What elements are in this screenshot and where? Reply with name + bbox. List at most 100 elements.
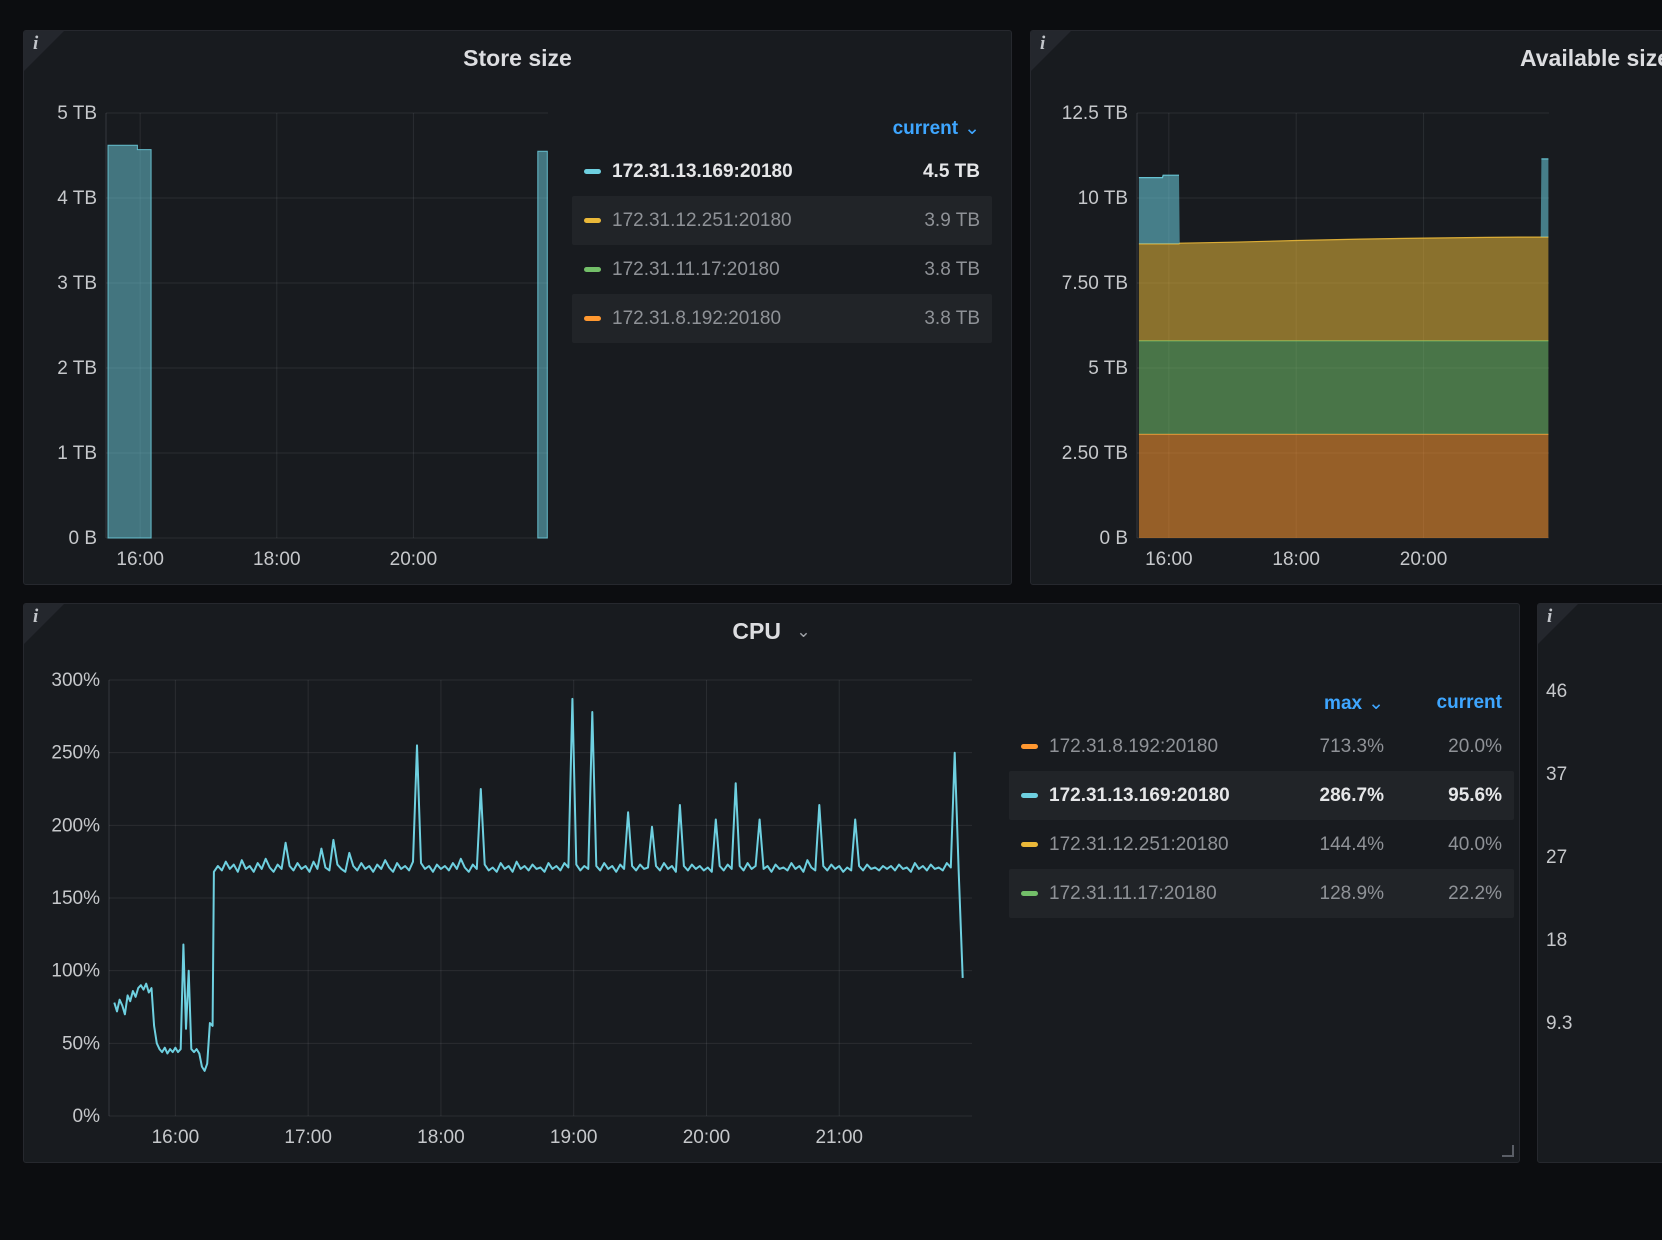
series-value: 3.9 TB [924, 209, 980, 231]
sort-caret-icon: ⌄ [964, 117, 980, 139]
panel-title-text[interactable]: Store size [463, 45, 572, 71]
series-swatch-icon [584, 316, 601, 321]
series-name[interactable]: 172.31.8.192:20180 [612, 307, 782, 329]
panel-store-size: i Store size 0 B 1 TB 2 TB 3 TB 4 TB 5 TB 16:0… [23, 30, 1012, 585]
series-value: 22.2% [1448, 882, 1502, 904]
panel-info-icon[interactable]: i [24, 31, 64, 71]
legend-row: 172.31.11.17:20180 128.9% 22.2% [1009, 869, 1514, 918]
y-tick-label: 5 TB [1088, 358, 1128, 379]
y-tick-label: 150% [51, 888, 100, 909]
info-icon-glyph: i [33, 33, 39, 54]
panel-title[interactable]: Store size [24, 45, 1011, 72]
series-value: 286.7% [1319, 784, 1384, 806]
panel-info-icon[interactable]: i [24, 604, 64, 644]
y-tick-label: 1 TB [57, 443, 97, 464]
legend-row: 172.31.8.192:20180 713.3% 20.0% [1009, 722, 1514, 771]
series-name[interactable]: 172.31.13.169:20180 [612, 160, 793, 182]
series-area [537, 150, 548, 539]
y-tick-label: 100% [51, 961, 100, 982]
series-value: 40.0% [1448, 833, 1502, 855]
series-stacked-area [1138, 434, 1549, 538]
series-swatch-icon [1021, 793, 1038, 798]
panel-partial-right: i 46 37 27 18 9.3 [1537, 603, 1662, 1163]
panel-info-icon[interactable]: i [1538, 604, 1578, 644]
right-panel-chart[interactable]: 46 37 27 18 9.3 [1538, 666, 1662, 1146]
legend-header: max ⌄ current [1009, 684, 1514, 722]
series-value: 3.8 TB [924, 258, 980, 280]
chevron-down-icon[interactable]: ⌄ [796, 622, 811, 641]
legend-row: 172.31.8.192:20180 3.8 TB [572, 294, 992, 343]
series-swatch-icon [1021, 891, 1038, 896]
y-tick-label: 300% [51, 670, 100, 691]
series-name[interactable]: 172.31.13.169:20180 [1049, 784, 1230, 806]
legend-sort-max[interactable]: max ⌄ [1324, 692, 1384, 714]
x-tick-label: 20:00 [390, 549, 438, 570]
y-tick-label: 18 [1546, 930, 1567, 951]
panel-title-text[interactable]: CPU [732, 618, 781, 644]
y-tick-label: 5 TB [57, 103, 97, 124]
series-name[interactable]: 172.31.8.192:20180 [1049, 735, 1219, 757]
cpu-chart[interactable]: 0% 50% 100% 150% 200% 250% 300% 16:00 17:00 18:00… [34, 666, 984, 1156]
panel-title-text[interactable]: Available size [1519, 45, 1662, 71]
cpu-legend: max ⌄ current 172.31.8.192:20180 713.3% 20.0%… [1009, 684, 1514, 918]
series-swatch-icon [584, 267, 601, 272]
sort-caret-icon: ⌄ [1368, 692, 1384, 714]
panel-resize-handle[interactable] [1502, 1145, 1514, 1157]
panel-available-size: i Available size 0 B 2.50 TB 5 TB 7.50 TB 10… [1030, 30, 1662, 585]
series-swatch-icon [1021, 842, 1038, 847]
x-tick-label: 19:00 [550, 1127, 598, 1148]
series-area [107, 144, 152, 539]
x-tick-label: 21:00 [815, 1127, 863, 1148]
series-swatch-icon [584, 169, 601, 174]
legend-row: 172.31.13.169:20180 4.5 TB [572, 147, 992, 196]
plot-area[interactable] [106, 113, 548, 538]
y-tick-label: 12.5 TB [1062, 103, 1128, 124]
y-tick-label: 46 [1546, 681, 1567, 702]
y-tick-label: 50% [62, 1033, 100, 1054]
legend-row: 172.31.12.251:20180 3.9 TB [572, 196, 992, 245]
legend-sort-current[interactable]: current [1436, 692, 1502, 713]
cpu-svg: 0% 50% 100% 150% 200% 250% 300% 16:00 17:00 18:00… [51, 670, 972, 1148]
series-stacked-area [1138, 237, 1549, 341]
x-tick-label: 17:00 [284, 1127, 332, 1148]
panel-title[interactable]: Available size [1031, 45, 1662, 72]
y-tick-label: 0 B [1099, 528, 1128, 549]
series-value: 144.4% [1319, 833, 1384, 855]
x-tick-label: 20:00 [683, 1127, 731, 1148]
available-size-chart[interactable]: 0 B 2.50 TB 5 TB 7.50 TB 10 TB 12.5 TB 16:00 18… [1041, 101, 1561, 576]
legend-row: 172.31.12.251:20180 144.4% 40.0% [1009, 820, 1514, 869]
legend-row: 172.31.13.169:20180 286.7% 95.6% [1009, 771, 1514, 820]
x-tick-label: 16:00 [116, 549, 164, 570]
legend-sort-current[interactable]: current ⌄ [892, 117, 980, 139]
y-tick-label: 27 [1546, 847, 1567, 868]
series-name[interactable]: 172.31.12.251:20180 [1049, 833, 1229, 855]
x-tick-label: 16:00 [1145, 549, 1193, 570]
available-svg: 0 B 2.50 TB 5 TB 7.50 TB 10 TB 12.5 TB 16:00 18… [1062, 103, 1549, 570]
series-value: 4.5 TB [922, 160, 980, 182]
series-name[interactable]: 172.31.11.17:20180 [612, 258, 780, 280]
panel-cpu: i CPU ⌄ 0% 50% 100% 150% 200% 250% 300% 16:00 17… [23, 603, 1520, 1163]
series-swatch-icon [584, 218, 601, 223]
x-tick-label: 18:00 [1272, 549, 1320, 570]
y-tick-label: 0% [73, 1106, 101, 1127]
legend-row: 172.31.11.17:20180 3.8 TB [572, 245, 992, 294]
store-size-chart[interactable]: 0 B 1 TB 2 TB 3 TB 4 TB 5 TB 16:00 18:00 20:00 [34, 101, 564, 576]
store-size-legend: current ⌄ 172.31.13.169:20180 4.5 TB 172.31.… [572, 109, 992, 343]
series-name[interactable]: 172.31.12.251:20180 [612, 209, 792, 231]
x-tick-label: 18:00 [417, 1127, 465, 1148]
panel-info-icon[interactable]: i [1031, 31, 1071, 71]
y-tick-label: 37 [1546, 764, 1567, 785]
info-icon-glyph: i [1040, 33, 1046, 54]
series-name[interactable]: 172.31.11.17:20180 [1049, 882, 1217, 904]
y-tick-label: 9.3 [1546, 1013, 1572, 1034]
y-tick-label: 7.50 TB [1062, 273, 1128, 294]
panel-title[interactable]: CPU ⌄ [24, 618, 1519, 645]
y-tick-label: 0 B [68, 528, 97, 549]
info-icon-glyph: i [33, 606, 39, 627]
series-stacked-area [1138, 340, 1549, 435]
y-tick-label: 250% [51, 743, 100, 764]
series-value: 713.3% [1319, 735, 1384, 757]
y-tick-label: 10 TB [1078, 188, 1128, 209]
y-tick-label: 4 TB [57, 188, 97, 209]
series-swatch-icon [1021, 744, 1038, 749]
